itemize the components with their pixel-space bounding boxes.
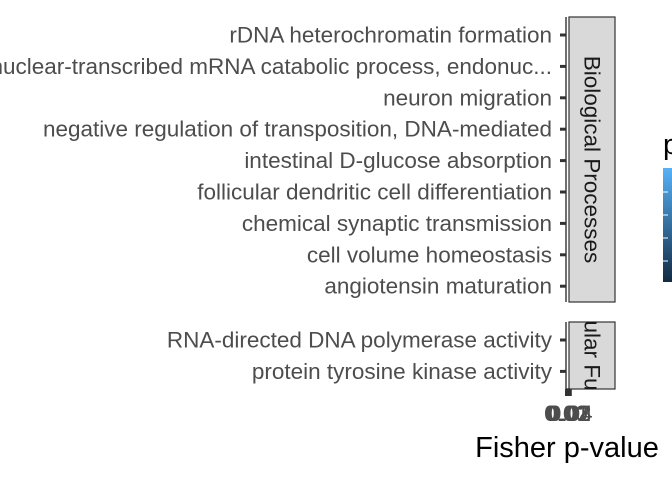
category-label: cell volume homeostasis [307, 242, 552, 267]
category-label: nuclear-transcribed mRNA catabolic proce… [0, 54, 552, 79]
facet-strip [568, 321, 616, 390]
x-axis-title: Fisher p-value [475, 432, 659, 464]
category-label: angiotensin maturation [324, 274, 552, 299]
category-labels: rDNA heterochromatin formation nuclear-tr… [0, 23, 553, 384]
facet-strip [568, 16, 616, 303]
y-axis-ticks [560, 17, 567, 389]
category-label: protein tyrosine kinase activity [252, 359, 553, 384]
x-tick-label: 0.03 [548, 401, 592, 426]
category-label: neuron migration [383, 85, 552, 110]
category-label: rDNA heterochromatin formation [229, 23, 552, 48]
category-label: chemical synaptic transmission [242, 211, 552, 236]
legend-colorbar [663, 168, 672, 282]
x-tick-label: 0.02 [547, 401, 591, 426]
category-label: RNA-directed DNA polymerase activity [167, 328, 553, 353]
legend: p [663, 129, 672, 282]
legend-title: p [663, 129, 672, 161]
category-label: negative regulation of transposition, DN… [43, 117, 552, 142]
x-axis: 0.000.010.020.030.04 Fisher p-value [475, 388, 659, 464]
facet-strip-label: Biological Processes [580, 56, 605, 264]
category-label: intestinal D-glucose absorption [244, 148, 552, 173]
x-tick-label: 0.00 [544, 401, 588, 426]
category-label: follicular dendritic cell differentiatio… [197, 180, 552, 205]
x-tick-label: 0.04 [549, 401, 593, 426]
facet-strip-label: Molecular Function [580, 260, 605, 450]
x-tick-label: 0.01 [545, 401, 589, 426]
